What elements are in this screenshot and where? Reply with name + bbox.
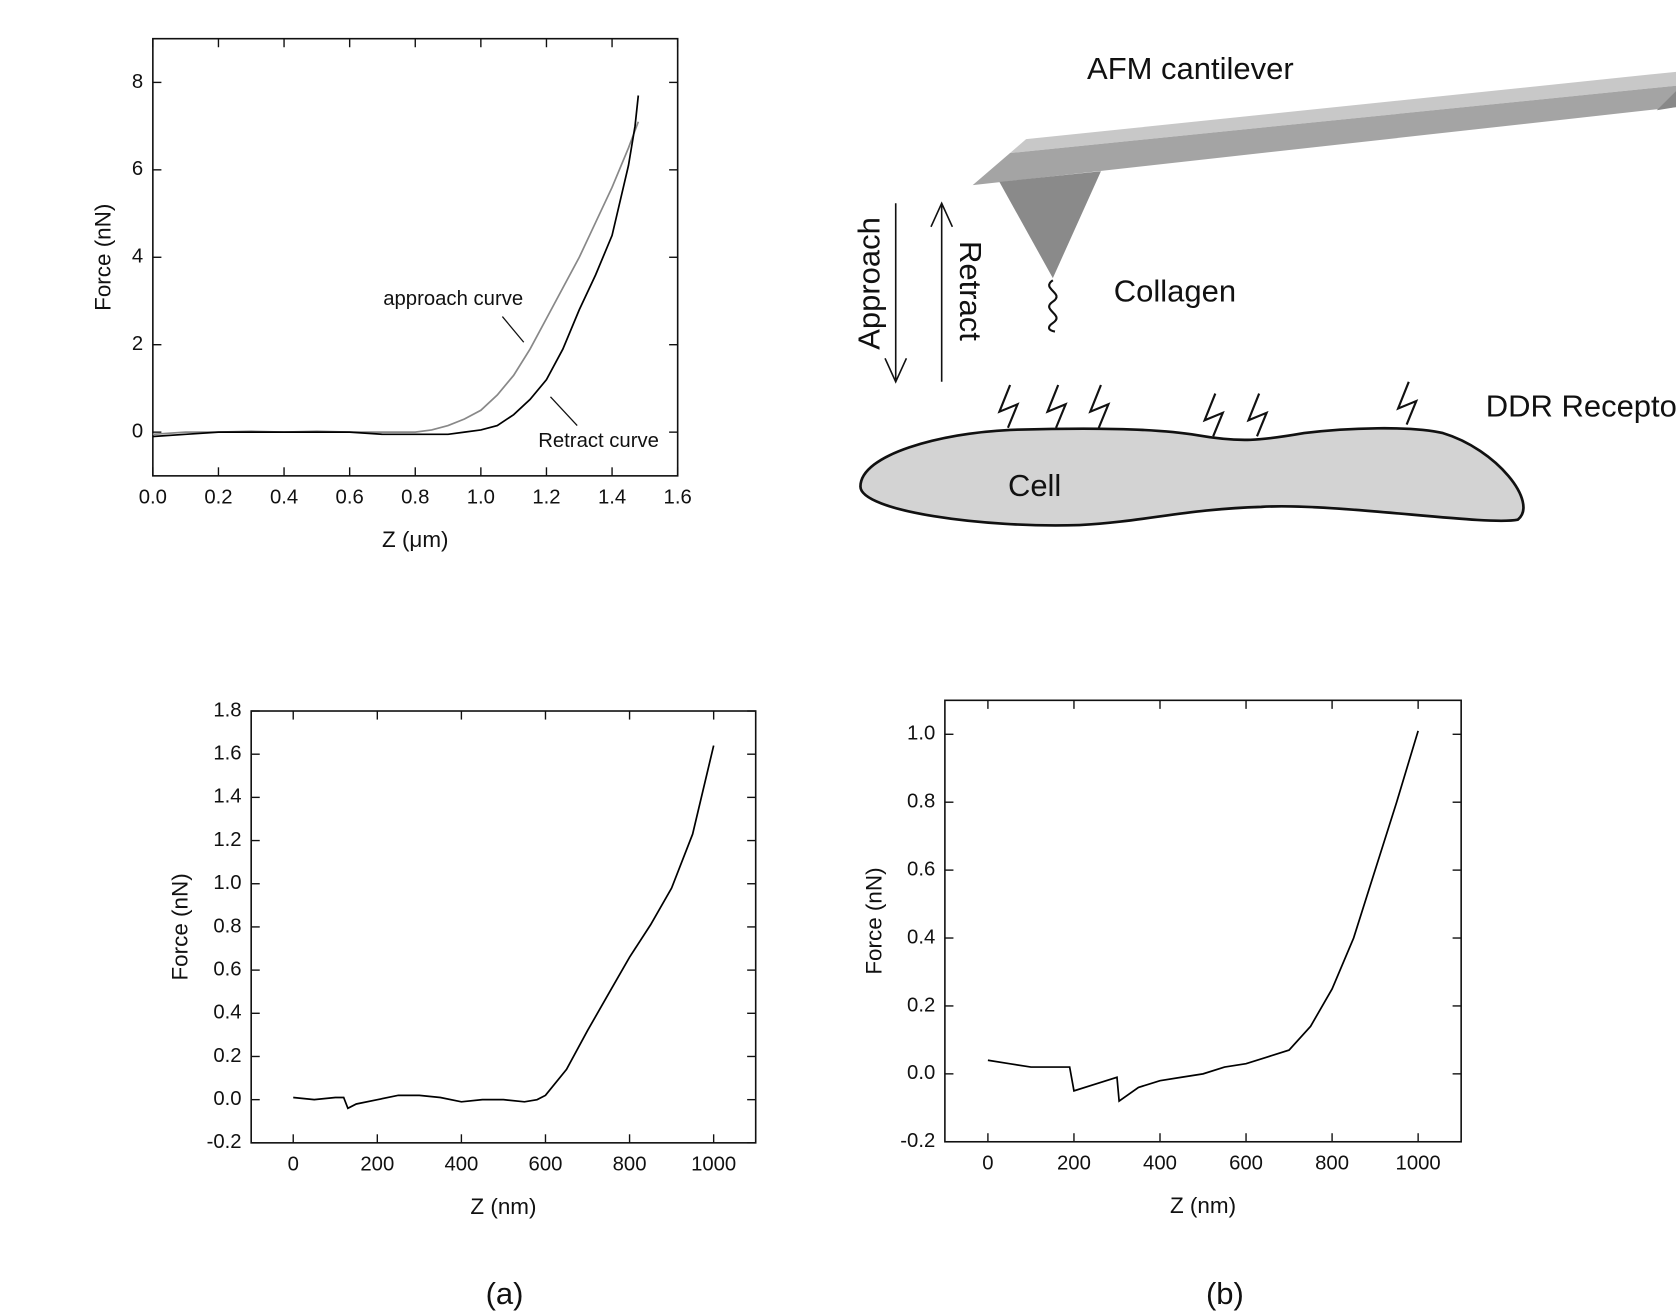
y-tick-label: 2 (132, 333, 143, 355)
y-tick-label: 1.8 (213, 699, 241, 721)
x-tick-label: 0.6 (336, 487, 364, 509)
y-tick-label: 0.6 (213, 958, 241, 980)
y-tick-label: 0.4 (907, 926, 935, 948)
annotation-arrow (550, 396, 578, 427)
y-tick-label: 1.0 (213, 872, 241, 894)
collagen-label: Collagen (1114, 273, 1236, 308)
y-tick-label: -0.2 (900, 1130, 935, 1152)
x-tick-label: 0 (982, 1153, 993, 1175)
y-tick-label: 1.4 (213, 786, 241, 808)
chart: 0.0 0.2 0.4 0.6 0.8 1.0 1.2 1.4 1.6 0 2 4 6 8 Z (μm) Fo… (91, 37, 692, 552)
x-tick-label: 0.2 (204, 487, 232, 509)
x-tick-label: 1.6 (664, 487, 692, 509)
x-tick-label: 1.0 (467, 487, 495, 509)
x-tick-label: 600 (529, 1154, 563, 1176)
y-tick-label: 0.0 (213, 1088, 241, 1110)
data-line (293, 745, 715, 1110)
plot-frame (944, 699, 1462, 1143)
x-tick-label: 1000 (1396, 1153, 1441, 1175)
y-tick-label: 0.6 (907, 858, 935, 880)
x-axis-label: Z (μm) (382, 527, 449, 552)
y-tick-label: 0.2 (213, 1045, 241, 1067)
receptor (1202, 393, 1225, 437)
x-tick-label: 1000 (691, 1154, 736, 1176)
x-tick-label: 200 (1057, 1153, 1091, 1175)
x-axis-label: Z (nm) (1170, 1193, 1236, 1218)
receptor-label: DDR Receptor (1486, 389, 1676, 424)
x-tick-label: 0 (288, 1154, 299, 1176)
y-tick-label: 1.2 (213, 829, 241, 851)
x-tick-label: 400 (1143, 1153, 1177, 1175)
x-tick-label: 600 (1229, 1153, 1263, 1175)
collagen-strand (1047, 279, 1058, 333)
panel-label: (b) (1206, 1276, 1244, 1311)
cantilever-tip (999, 171, 1101, 279)
cantilever-end (1656, 91, 1676, 111)
receptor (1045, 384, 1068, 429)
receptor (1246, 393, 1269, 437)
y-tick-label: 0.4 (213, 1002, 241, 1024)
y-tick-label: 0.8 (213, 915, 241, 937)
x-tick-label: 1.2 (532, 487, 560, 509)
receptor (1088, 384, 1111, 429)
retract-label: Retract (953, 241, 988, 341)
y-axis-label: Force (nN) (168, 873, 193, 980)
diagram: AFM cantilever Collagen Approach Retract… (851, 51, 1676, 527)
y-tick-label: 8 (132, 71, 143, 93)
x-tick-label: 400 (444, 1154, 478, 1176)
y-tick-label: 0.0 (907, 1062, 935, 1084)
y-tick-label: 0.8 (907, 791, 935, 813)
y-tick-label: 6 (132, 158, 143, 180)
y-tick-label: 1.6 (213, 743, 241, 765)
y-tick-label: 0 (132, 421, 143, 443)
data-line (152, 95, 640, 438)
y-tick-label: 1.0 (907, 723, 935, 745)
x-tick-label: 0.4 (270, 487, 298, 509)
x-tick-label: 800 (613, 1154, 647, 1176)
x-tick-label: 1.4 (598, 487, 626, 509)
panel-label: (a) (486, 1276, 524, 1311)
x-tick-label: 800 (1315, 1153, 1349, 1175)
approach-label: Approach (851, 217, 886, 350)
chart: 0 200 400 600 800 1000 -0.2 0.0 0.2 0.4 0.6 0.8 1.0 1… (168, 699, 757, 1219)
y-tick-label: -0.2 (207, 1131, 242, 1153)
approach-arrow-head (884, 357, 908, 384)
x-tick-label: 200 (360, 1154, 394, 1176)
x-axis-label: Z (nm) (470, 1194, 536, 1219)
cantilever-label: AFM cantilever (1087, 51, 1294, 86)
annotation: approach curve (383, 288, 523, 310)
receptors (997, 381, 1419, 437)
y-axis-label: Force (nN) (91, 204, 116, 311)
data-line (152, 121, 640, 436)
cell (859, 426, 1525, 527)
plot-frame (250, 710, 757, 1144)
cantilever-side (972, 85, 1676, 186)
cantilever-top (972, 71, 1676, 186)
data-line (987, 730, 1419, 1103)
y-axis-label: Force (nN) (861, 867, 886, 974)
y-tick-label: 4 (132, 246, 143, 268)
annotation: Retract curve (538, 430, 659, 452)
plot-frame (152, 37, 679, 477)
retract-arrow-head (930, 201, 954, 228)
x-tick-label: 0.0 (139, 487, 167, 509)
y-tick-label: 0.2 (907, 994, 935, 1016)
x-tick-label: 0.8 (401, 487, 429, 509)
cell-label: Cell (1008, 468, 1061, 503)
receptor (997, 384, 1020, 429)
receptor (1396, 381, 1419, 425)
chart: 0 200 400 600 800 1000 -0.2 0.0 0.2 0.4 0.6 0.8 1.0 Z… (861, 699, 1462, 1218)
annotation-arrow (501, 316, 525, 343)
